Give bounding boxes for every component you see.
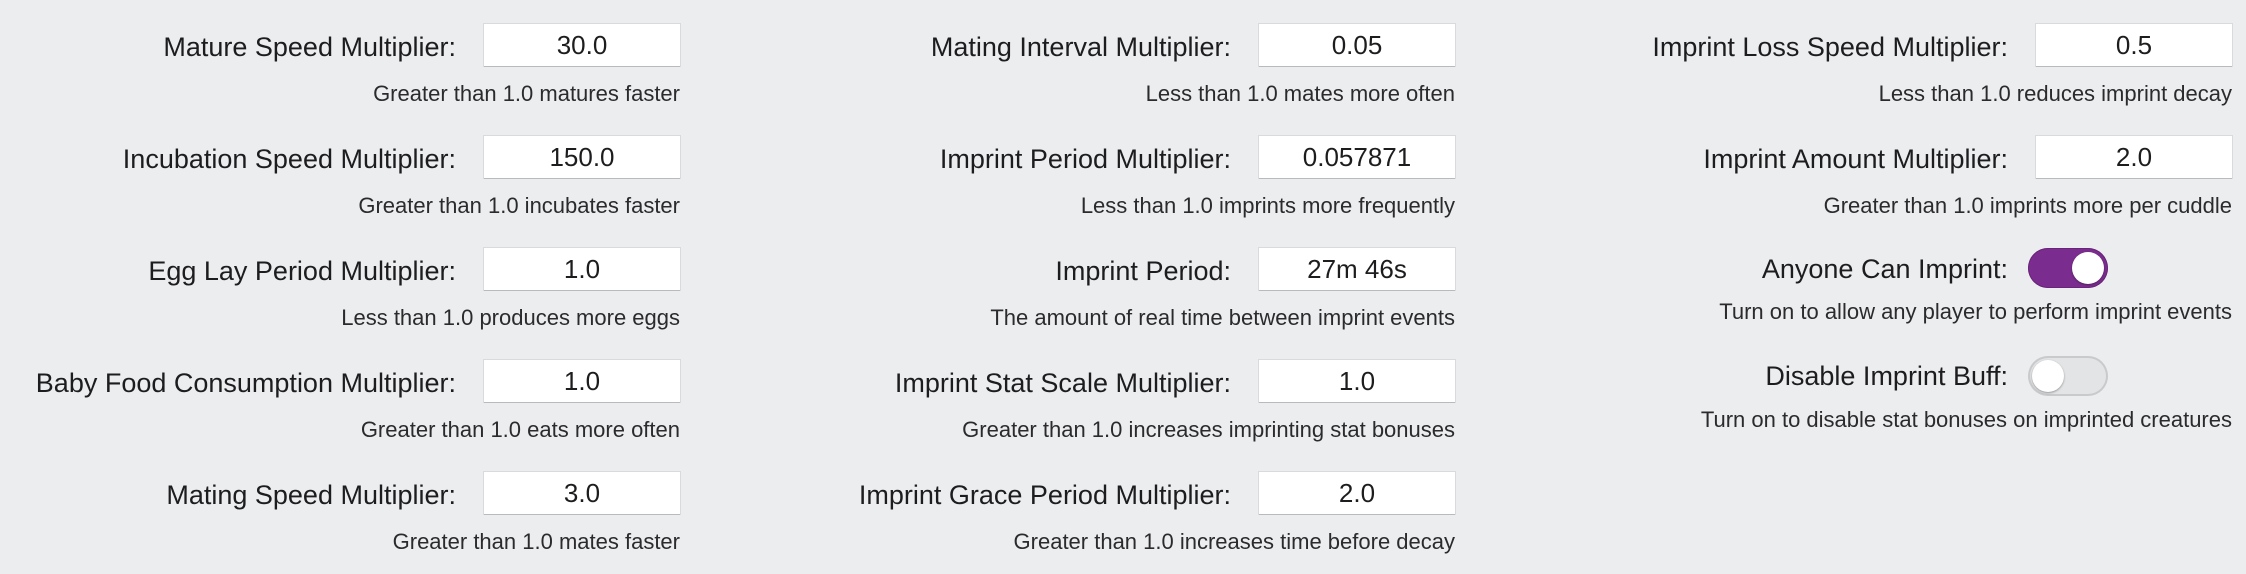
setting-hint: Greater than 1.0 eats more often <box>360 417 680 442</box>
setting-label: Mating Interval Multiplier: <box>930 32 1231 62</box>
anyone-can-imprint-toggle[interactable] <box>2028 248 2108 288</box>
setting-label: Imprint Period Multiplier: <box>939 144 1231 174</box>
disable-imprint-buff-toggle[interactable] <box>2028 356 2108 396</box>
setting-imprint-period-multiplier: Imprint Period Multiplier: Less than 1.0… <box>775 112 1455 222</box>
setting-mating-interval: Mating Interval Multiplier: Less than 1.… <box>775 0 1455 110</box>
incubation-speed-input[interactable] <box>484 136 680 178</box>
setting-hint: Greater than 1.0 matures faster <box>373 81 680 106</box>
setting-mature-speed: Mature Speed Multiplier: Greater than 1.… <box>0 0 680 110</box>
setting-label: Imprint Period: <box>1055 256 1231 286</box>
setting-imprint-amount: Imprint Amount Multiplier: Greater than … <box>1552 112 2232 222</box>
setting-imprint-loss-speed: Imprint Loss Speed Multiplier: Less than… <box>1552 0 2232 110</box>
toggle-knob <box>2032 360 2064 392</box>
toggle-knob <box>2072 252 2104 284</box>
setting-disable-imprint-buff: Disable Imprint Buff: Turn on to disable… <box>1552 332 2232 442</box>
setting-hint: Less than 1.0 produces more eggs <box>341 305 680 330</box>
setting-hint: Greater than 1.0 imprints more per cuddl… <box>1823 193 2232 218</box>
setting-hint: Less than 1.0 reduces imprint decay <box>1878 81 2232 106</box>
setting-hint: Less than 1.0 mates more often <box>1145 81 1455 106</box>
imprint-loss-speed-input[interactable] <box>2036 24 2232 66</box>
setting-label: Imprint Loss Speed Multiplier: <box>1652 32 2008 62</box>
imprint-stat-scale-input[interactable] <box>1259 360 1455 402</box>
setting-hint: Greater than 1.0 incubates faster <box>358 193 680 218</box>
mating-interval-input[interactable] <box>1259 24 1455 66</box>
toggle-label: Disable Imprint Buff: <box>1765 361 2008 391</box>
setting-label: Imprint Amount Multiplier: <box>1703 144 2008 174</box>
setting-label: Imprint Grace Period Multiplier: <box>858 480 1231 510</box>
setting-imprint-grace-period: Imprint Grace Period Multiplier: Greater… <box>775 448 1455 558</box>
setting-incubation-speed: Incubation Speed Multiplier: Greater tha… <box>0 112 680 222</box>
setting-label: Egg Lay Period Multiplier: <box>148 256 456 286</box>
setting-label: Baby Food Consumption Multiplier: <box>35 368 456 398</box>
egg-lay-period-input[interactable] <box>484 248 680 290</box>
setting-anyone-can-imprint: Anyone Can Imprint: Turn on to allow any… <box>1552 224 2232 334</box>
setting-label: Mating Speed Multiplier: <box>166 480 456 510</box>
mature-speed-input[interactable] <box>484 24 680 66</box>
setting-hint: Greater than 1.0 increases imprinting st… <box>962 417 1455 442</box>
toggle-hint: Turn on to disable stat bonuses on impri… <box>1700 407 2232 432</box>
setting-hint: The amount of real time between imprint … <box>990 305 1455 330</box>
imprint-grace-period-input[interactable] <box>1259 472 1455 514</box>
setting-hint: Greater than 1.0 increases time before d… <box>1013 529 1455 554</box>
setting-label: Imprint Stat Scale Multiplier: <box>894 368 1231 398</box>
mating-speed-input[interactable] <box>484 472 680 514</box>
setting-mating-speed: Mating Speed Multiplier: Greater than 1.… <box>0 448 680 558</box>
imprint-amount-input[interactable] <box>2036 136 2232 178</box>
imprint-period-input[interactable] <box>1259 248 1455 290</box>
baby-food-consumption-input[interactable] <box>484 360 680 402</box>
setting-egg-lay-period: Egg Lay Period Multiplier: Less than 1.0… <box>0 224 680 334</box>
setting-imprint-period: Imprint Period: The amount of real time … <box>775 224 1455 334</box>
setting-label: Mature Speed Multiplier: <box>163 32 456 62</box>
setting-hint: Less than 1.0 imprints more frequently <box>1080 193 1455 218</box>
toggle-label: Anyone Can Imprint: <box>1761 254 2008 284</box>
setting-imprint-stat-scale: Imprint Stat Scale Multiplier: Greater t… <box>775 336 1455 446</box>
setting-baby-food-consumption: Baby Food Consumption Multiplier: Greate… <box>0 336 680 446</box>
setting-hint: Greater than 1.0 mates faster <box>392 529 680 554</box>
imprint-period-multiplier-input[interactable] <box>1259 136 1455 178</box>
toggle-hint: Turn on to allow any player to perform i… <box>1719 299 2232 324</box>
setting-label: Incubation Speed Multiplier: <box>122 144 456 174</box>
